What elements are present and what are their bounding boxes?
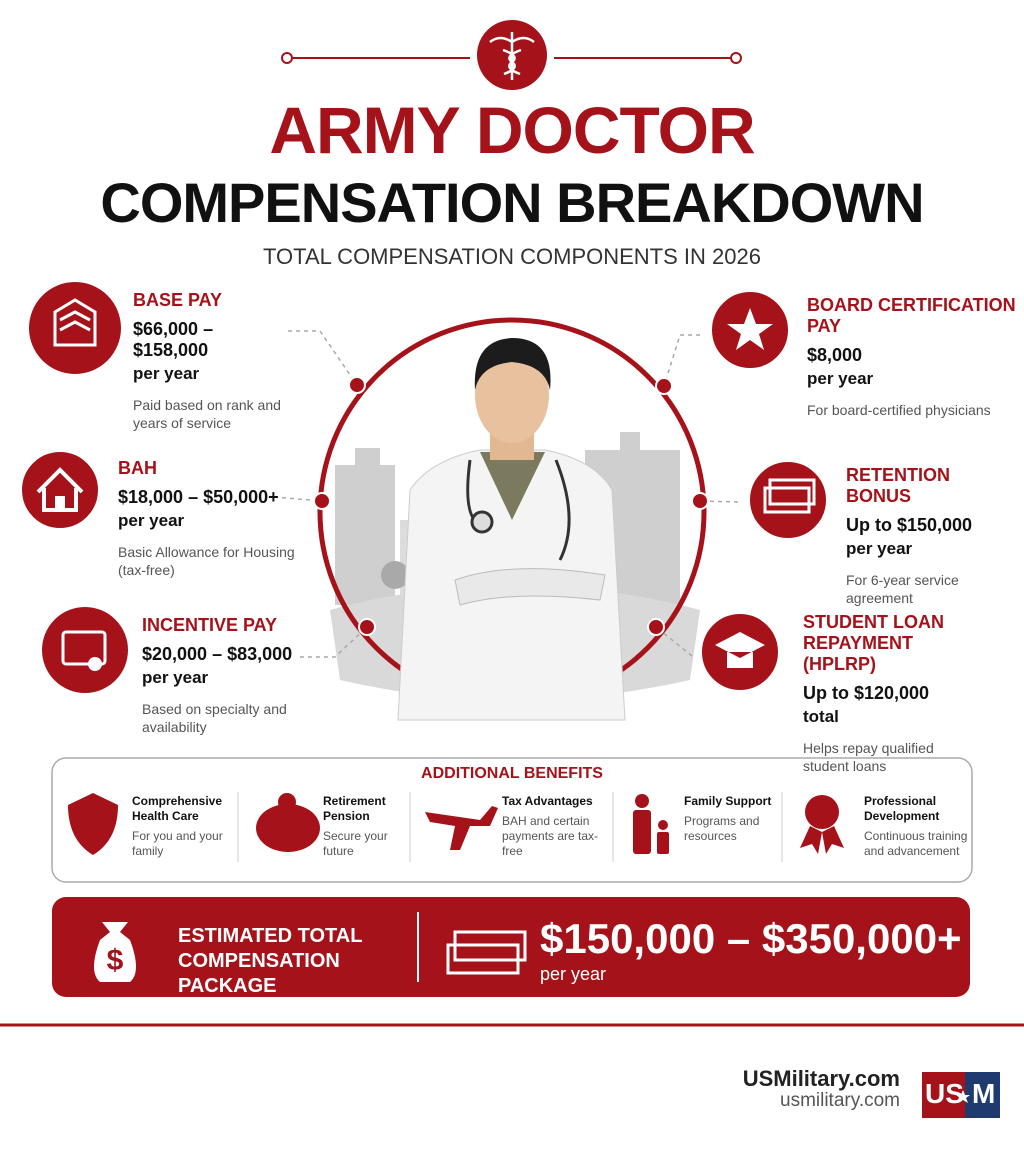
component: BASE PAY $66,000 – $158,000 per year Paid b…	[133, 290, 293, 432]
component-period: per year	[142, 668, 209, 687]
component-amount: $8,000	[807, 345, 863, 365]
component-amount: $20,000 – $83,000	[142, 644, 293, 664]
component-description: Paid based on rank and years of service	[133, 397, 281, 431]
benefit-name: Retirement Pension	[323, 794, 386, 823]
logo-star	[956, 1090, 970, 1103]
money-bag-icon	[94, 922, 136, 982]
total-value: $150,000 – $350,000+	[540, 915, 962, 962]
component: INCENTIVE PAY $20,000 – $83,000 per year Ba…	[142, 615, 302, 736]
component-description: For board-certified physicians	[807, 402, 991, 418]
rule-end	[730, 52, 742, 64]
total-banner	[52, 897, 970, 997]
component-period: per year	[807, 369, 874, 388]
component-description: Helps repay qualified student loans	[803, 740, 934, 774]
benefit-name: Tax Advantages	[502, 794, 593, 808]
benefit-icons	[68, 793, 844, 855]
benefit-description: Programs and resources	[684, 814, 760, 843]
component-amount: Up to $120,000	[803, 683, 930, 703]
component-amount: $66,000 – $158,000	[133, 319, 214, 360]
component-period: per year	[846, 539, 913, 558]
benefit: Comprehensive Health Care For you and you…	[132, 794, 232, 859]
logo-text-right: M	[972, 1078, 996, 1109]
subtitle: TOTAL COMPENSATION COMPONENTS IN 2026	[263, 244, 761, 269]
benefit: Retirement Pension Secure your future	[323, 794, 403, 859]
benefit: Tax Advantages BAH and certain payments a…	[502, 794, 602, 859]
title-line2: COMPENSATION BREAKDOWN	[100, 171, 924, 234]
component-period: total	[803, 707, 839, 726]
component-title: STUDENT LOAN REPAYMENT (HPLRP)	[803, 612, 944, 674]
total-period: per year	[540, 964, 607, 984]
rule-end	[281, 52, 293, 64]
caduceus-icon	[489, 32, 535, 80]
benefit: Professional Development Continuous train…	[864, 794, 969, 859]
component-title: BAH	[118, 458, 157, 478]
total-label: ESTIMATED TOTAL COMPENSATION PACKAGE	[178, 925, 363, 997]
component-title: BOARD CERTIFICATION PAY	[807, 295, 1016, 336]
component-description: For 6-year service agreement	[846, 572, 959, 606]
title-line1: ARMY DOCTOR	[269, 93, 755, 167]
component-icons	[18, 278, 830, 697]
component-title: BASE PAY	[133, 290, 223, 310]
component: BAH $18,000 – $50,000+ per year Basic Allow…	[118, 458, 298, 579]
component-description: Based on specialty and availability	[142, 701, 287, 735]
component-description: Basic Allowance for Housing (tax-free)	[118, 544, 295, 578]
component-amount: $18,000 – $50,000+	[118, 487, 279, 507]
benefits-title: ADDITIONAL BENEFITS	[421, 765, 603, 782]
dollar-glyph: $	[107, 944, 124, 977]
component-title: INCENTIVE PAY	[142, 615, 278, 635]
component-period: per year	[133, 364, 200, 383]
footer-brand: USMilitary.com	[742, 1066, 900, 1091]
benefit-dividers	[237, 792, 783, 862]
logo-text-left: US	[925, 1078, 964, 1109]
component-title: RETENTION BONUS	[846, 465, 951, 506]
doctor-illustration	[397, 338, 626, 721]
component-amount: Up to $150,000	[846, 515, 973, 535]
cash-icon	[446, 930, 527, 975]
benefit-description: Continuous training and advancement	[864, 829, 968, 858]
benefit-name: Professional Development	[864, 794, 940, 823]
benefit-description: Secure your future	[323, 829, 388, 858]
component: STUDENT LOAN REPAYMENT (HPLRP) Up to $120…	[803, 612, 973, 775]
component: BOARD CERTIFICATION PAY $8,000 per year For…	[807, 295, 1017, 419]
benefit: Family Support Programs and resources	[684, 794, 779, 844]
component-period: per year	[118, 511, 185, 530]
benefit-description: BAH and certain payments are tax-free	[502, 814, 599, 858]
component: RETENTION BONUS Up to $150,000 per year For…	[846, 465, 1016, 607]
footer-url: usmilitary.com	[780, 1090, 900, 1111]
benefit-name: Family Support	[684, 794, 772, 808]
benefit-description: For you and your family	[132, 829, 223, 858]
ring-dots	[313, 376, 709, 636]
logo-box-blue	[965, 1072, 1000, 1118]
benefit-name: Comprehensive Health Care	[132, 794, 223, 823]
